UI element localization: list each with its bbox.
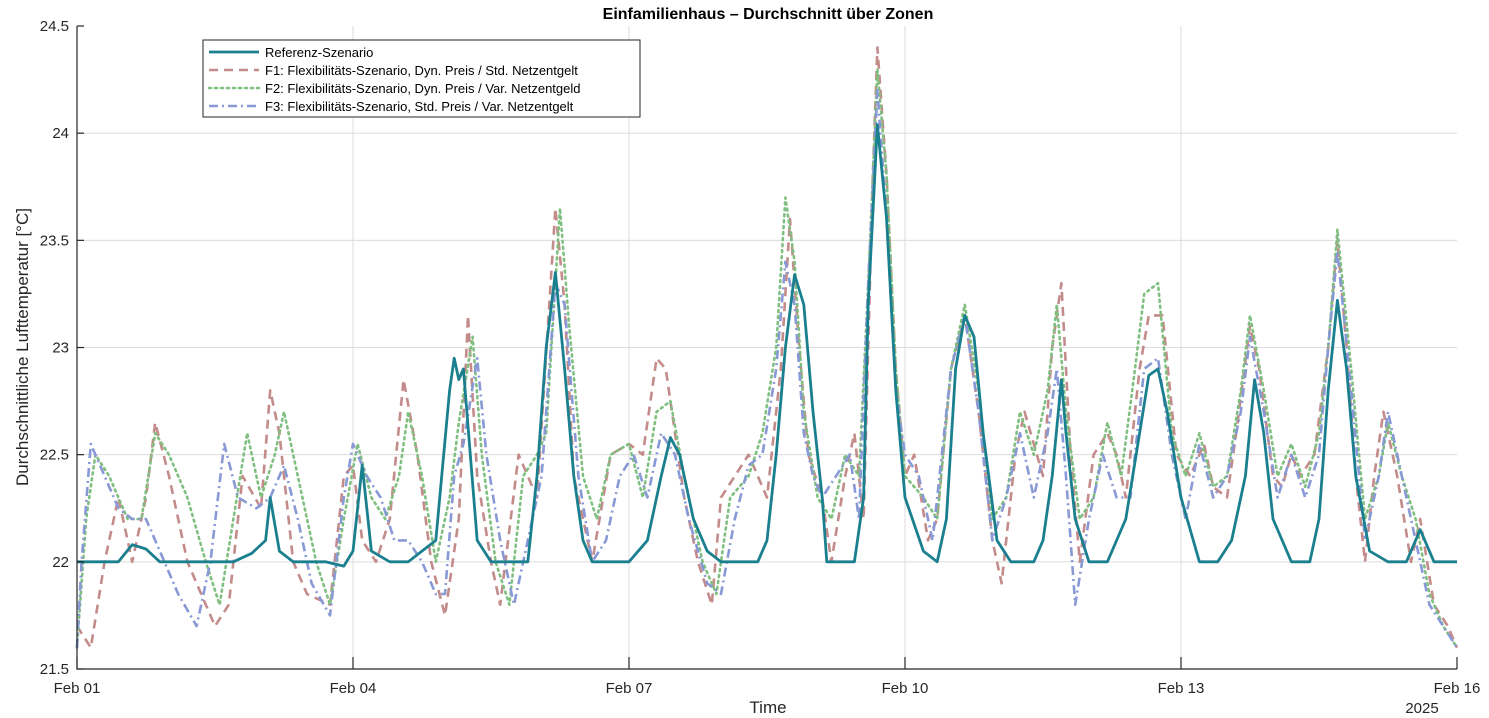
x-tick-label: Feb 10 (882, 680, 929, 697)
legend-entry-label: F2: Flexibilitäts-Szenario, Dyn. Preis /… (265, 81, 581, 96)
legend: Referenz-Szenario F1: Flexibilitäts-Szena… (202, 39, 641, 118)
y-tick-label: 21.5 (40, 661, 69, 678)
x-tick-label: Feb 04 (330, 680, 377, 697)
x-tick-label: Feb 01 (54, 680, 101, 697)
series-lines (75, 46, 1459, 649)
tick-labels: 21.5 22 22.5 23 23.5 24 24.5 Feb 01 Feb 04 Feb 07… (40, 18, 1481, 697)
y-tick-label: 22 (52, 554, 69, 571)
series-line-1 (77, 123, 1457, 568)
x-tick-label: Feb 07 (606, 680, 653, 697)
y-tick-label: 23 (52, 340, 69, 357)
x-tick-label: Feb 13 (1158, 680, 1205, 697)
y-tick-label: 24.5 (40, 18, 69, 35)
y-tick-label: 23.5 (40, 232, 69, 249)
y-axis-label: Durchschnittliche Lufttemperatur [°C] (13, 208, 32, 486)
legend-entry-label: Referenz-Szenario (265, 45, 373, 60)
x-axis-label: Time (749, 698, 786, 717)
axis-frame (76, 26, 1457, 670)
series-line-3 (75, 67, 1459, 649)
y-tick-label: 24 (52, 125, 69, 142)
y-tick-label: 22.5 (40, 447, 69, 464)
chart-title: Einfamilienhaus – Durchschnitt über Zone… (603, 6, 934, 23)
legend-box (202, 39, 641, 118)
series-line-4 (75, 89, 1459, 649)
x-tick-label: Feb 16 (1434, 680, 1481, 697)
axes (76, 25, 1458, 670)
legend-entry-label: F3: Flexibilitäts-Szenario, Std. Preis /… (265, 99, 574, 114)
legend-entry-label: F1: Flexibilitäts-Szenario, Dyn. Preis /… (265, 63, 578, 78)
x-year-label: 2025 (1405, 700, 1438, 717)
